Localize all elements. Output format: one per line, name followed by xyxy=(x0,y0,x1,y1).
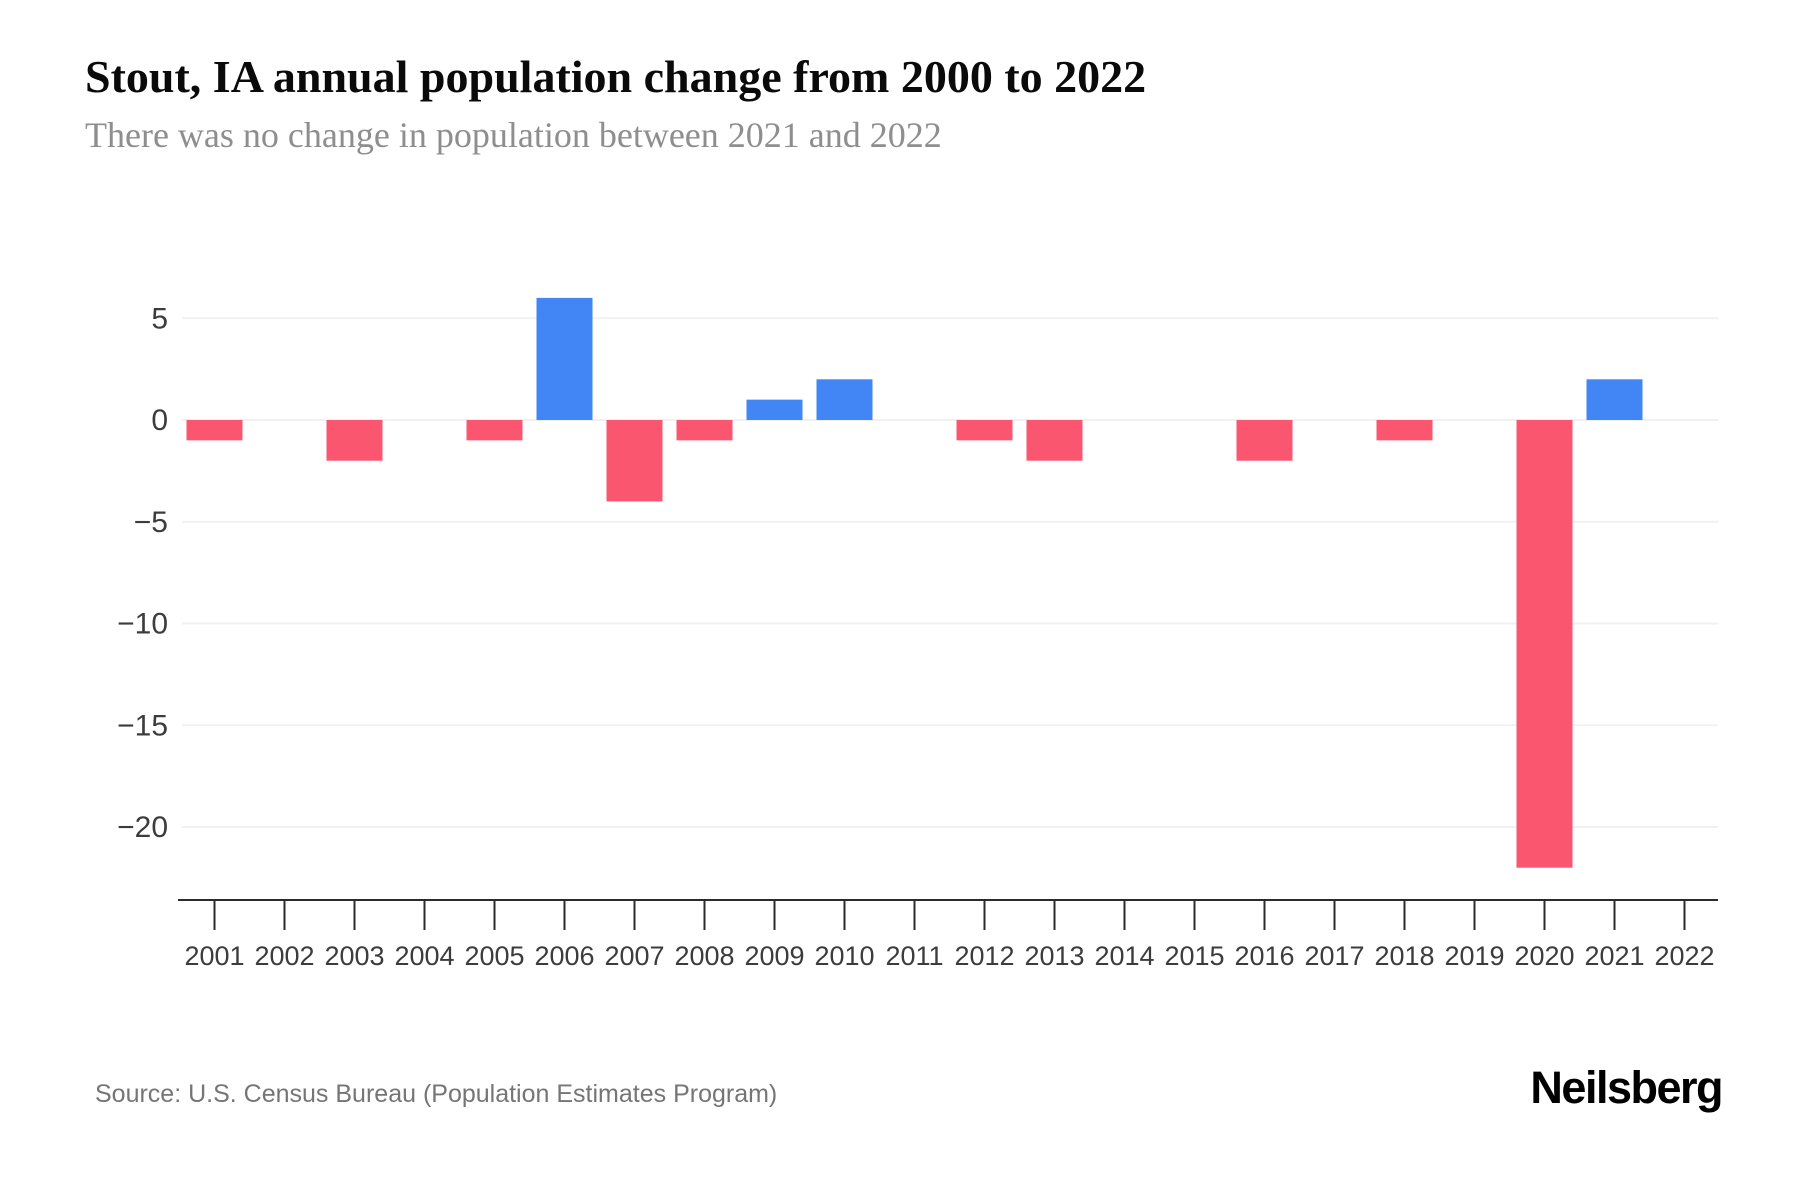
chart-title: Stout, IA annual population change from … xyxy=(85,51,1147,102)
x-tick-label-2018: 2018 xyxy=(1374,941,1434,971)
x-tick-label-2004: 2004 xyxy=(394,941,454,971)
x-tick-label-2013: 2013 xyxy=(1024,941,1084,971)
bar-2008[interactable] xyxy=(676,420,733,441)
chart-subtitle: There was no change in population betwee… xyxy=(85,115,942,155)
x-tick-label-2022: 2022 xyxy=(1654,941,1714,971)
x-tick-label-2015: 2015 xyxy=(1164,941,1224,971)
brand-logo: Neilsberg xyxy=(1530,1062,1723,1113)
x-tick-label-2021: 2021 xyxy=(1584,941,1644,971)
bar-2018[interactable] xyxy=(1376,420,1433,441)
bar-2016[interactable] xyxy=(1236,420,1293,461)
bar-2003[interactable] xyxy=(326,420,383,461)
bar-2020[interactable] xyxy=(1516,420,1573,868)
bar-2005[interactable] xyxy=(466,420,523,441)
bar-2001[interactable] xyxy=(186,420,243,441)
x-tick-label-2009: 2009 xyxy=(744,941,804,971)
x-tick-label-2005: 2005 xyxy=(464,941,524,971)
bar-2010[interactable] xyxy=(816,379,873,420)
source-note: Source: U.S. Census Bureau (Population E… xyxy=(95,1080,778,1108)
bar-2012[interactable] xyxy=(956,420,1013,441)
bar-2021[interactable] xyxy=(1586,379,1643,420)
y-tick-label--5: −5 xyxy=(134,506,168,539)
x-tick-label-2006: 2006 xyxy=(534,941,594,971)
x-tick-label-2020: 2020 xyxy=(1514,941,1574,971)
y-tick-label-5: 5 xyxy=(151,302,168,335)
x-tick-label-2017: 2017 xyxy=(1304,941,1364,971)
x-tick-label-2002: 2002 xyxy=(254,941,314,971)
y-tick-label-0: 0 xyxy=(151,404,168,437)
x-tick-label-2001: 2001 xyxy=(184,941,244,971)
y-tick-label--15: −15 xyxy=(117,709,168,742)
x-tick-label-2014: 2014 xyxy=(1094,941,1154,971)
x-tick-label-2016: 2016 xyxy=(1234,941,1294,971)
x-tick-label-2008: 2008 xyxy=(674,941,734,971)
x-tick-label-2019: 2019 xyxy=(1444,941,1504,971)
bar-2006[interactable] xyxy=(536,297,593,420)
bar-2013[interactable] xyxy=(1026,420,1083,461)
bar-2007[interactable] xyxy=(606,420,663,502)
x-tick-label-2007: 2007 xyxy=(604,941,664,971)
x-tick-label-2012: 2012 xyxy=(954,941,1014,971)
x-tick-label-2003: 2003 xyxy=(324,941,384,971)
x-tick-label-2010: 2010 xyxy=(814,941,874,971)
bar-2009[interactable] xyxy=(746,399,803,420)
y-tick-label--20: −20 xyxy=(117,811,168,844)
x-tick-label-2011: 2011 xyxy=(885,941,943,971)
y-tick-label--10: −10 xyxy=(117,608,168,641)
